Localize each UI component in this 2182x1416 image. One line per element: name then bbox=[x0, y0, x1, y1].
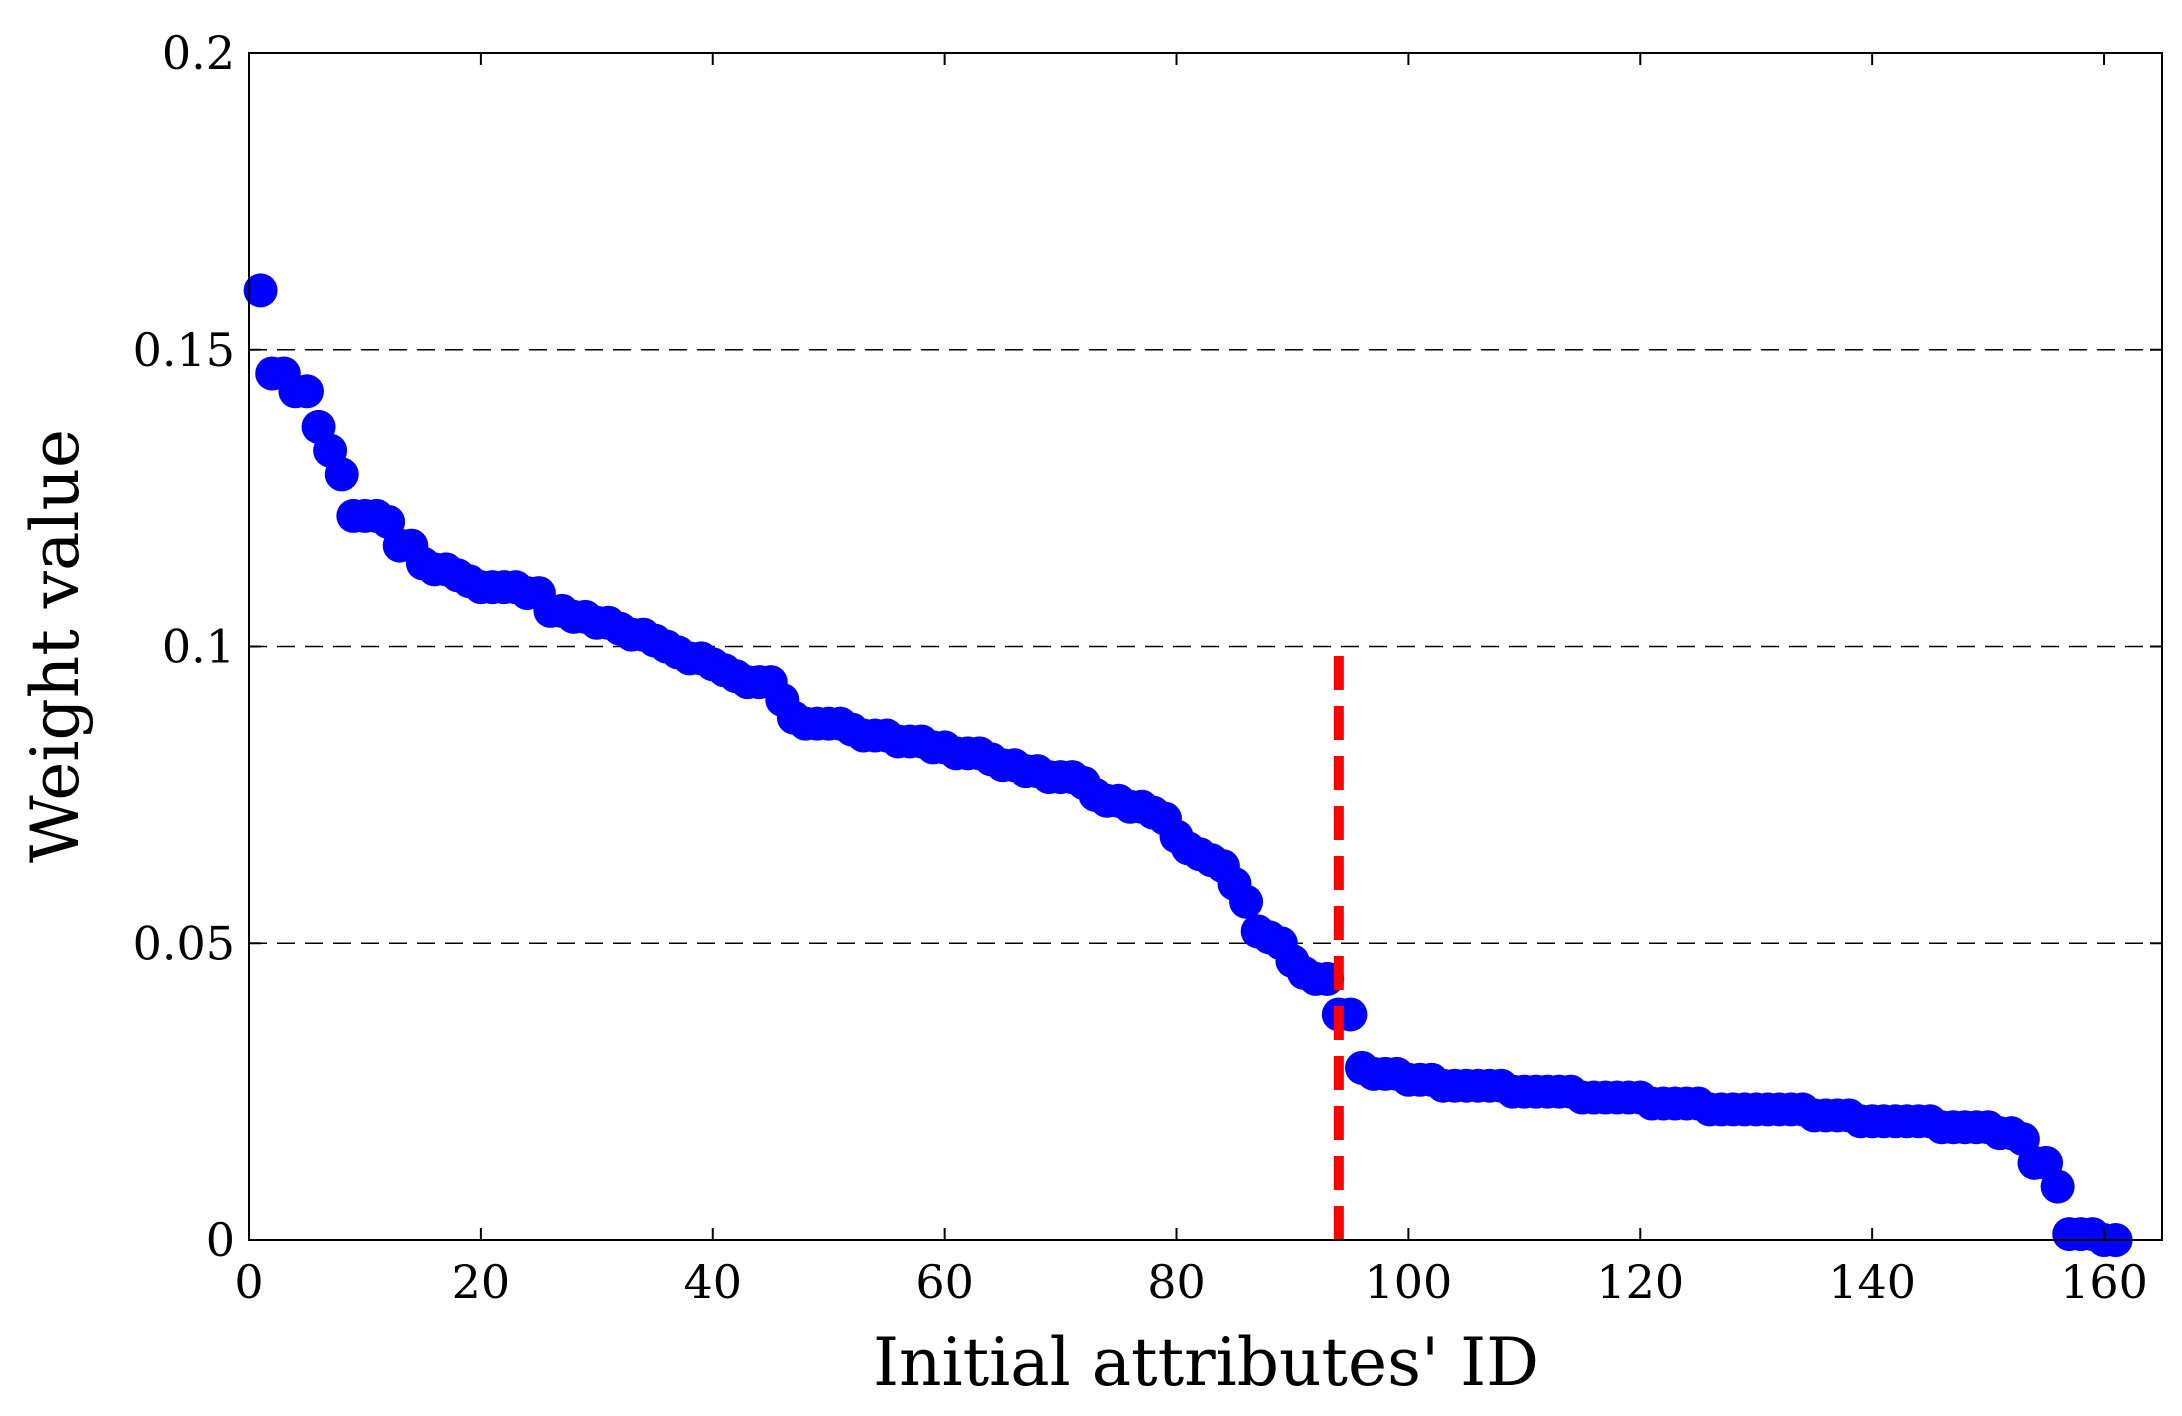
data-point bbox=[1229, 884, 1264, 919]
y-axis-label: Weight value bbox=[17, 429, 94, 863]
x-tick-label: 100 bbox=[1364, 1255, 1452, 1309]
x-tick-label: 20 bbox=[452, 1255, 511, 1309]
data-point bbox=[243, 273, 278, 308]
x-tick-label: 140 bbox=[1828, 1255, 1916, 1309]
y-tick-label: 0.1 bbox=[162, 620, 235, 674]
x-tick-label: 40 bbox=[683, 1255, 742, 1309]
data-point bbox=[2040, 1169, 2075, 1204]
data-points bbox=[243, 273, 2133, 1257]
x-axis-ticks: 0 20 40 60 80 100 120 140 160 bbox=[234, 53, 2148, 1309]
x-tick-label: 120 bbox=[1596, 1255, 1684, 1309]
x-tick-label: 60 bbox=[915, 1255, 974, 1309]
grid-lines bbox=[249, 349, 2162, 944]
y-tick-label: 0.05 bbox=[133, 916, 235, 970]
x-axis-label: Initial attributes' ID bbox=[873, 1324, 1539, 1401]
y-axis-ticks: 0 0.05 0.1 0.15 0.2 bbox=[133, 26, 2162, 1267]
x-tick-label: 80 bbox=[1147, 1255, 1206, 1309]
data-point bbox=[324, 457, 359, 492]
y-tick-label: 0 bbox=[206, 1213, 235, 1267]
x-tick-label: 160 bbox=[2060, 1255, 2148, 1309]
data-point bbox=[289, 374, 324, 409]
y-tick-label: 0.15 bbox=[133, 323, 235, 377]
x-tick-label: 0 bbox=[234, 1255, 263, 1309]
y-tick-label: 0.2 bbox=[162, 26, 235, 80]
